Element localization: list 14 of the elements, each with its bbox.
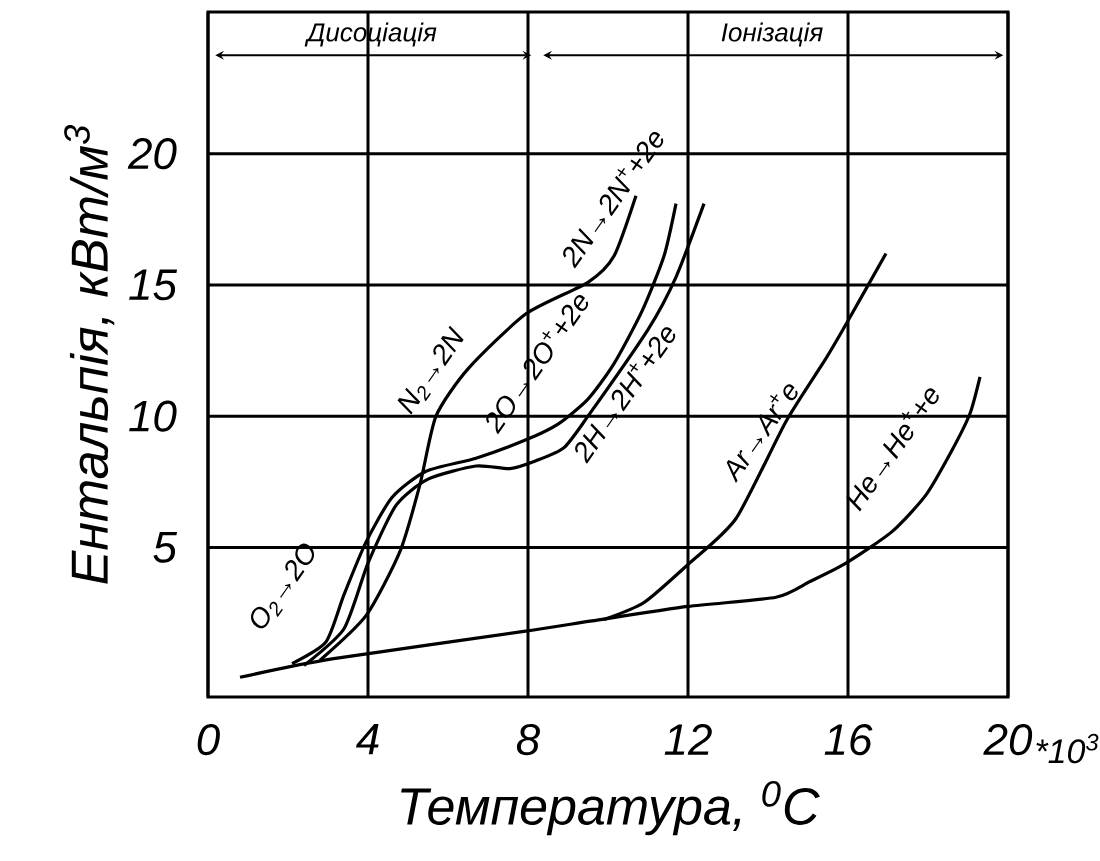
x-axis-title: Температура, $^{0}$C: [401, 780, 820, 836]
x-tick-label: 12: [664, 724, 712, 755]
x-tick-label: 16: [824, 724, 873, 756]
annotation: Іонізація: [721, 22, 823, 47]
x-tick-label: 0: [197, 724, 220, 756]
y-axis-title: Ентальпія, кВт/м$^{3}$: [64, 124, 115, 584]
y-tick-label: 10: [129, 400, 177, 432]
y-tick-label: 15: [129, 269, 178, 301]
x-tick-label: 8: [516, 724, 540, 756]
text: *10$^{3}$: [1036, 733, 1099, 764]
y-tick-label: 5: [153, 532, 178, 563]
x-tick-label: 20: [983, 724, 1033, 756]
x-tick-label: 4: [356, 724, 379, 755]
y-tick-label: 20: [127, 138, 177, 170]
